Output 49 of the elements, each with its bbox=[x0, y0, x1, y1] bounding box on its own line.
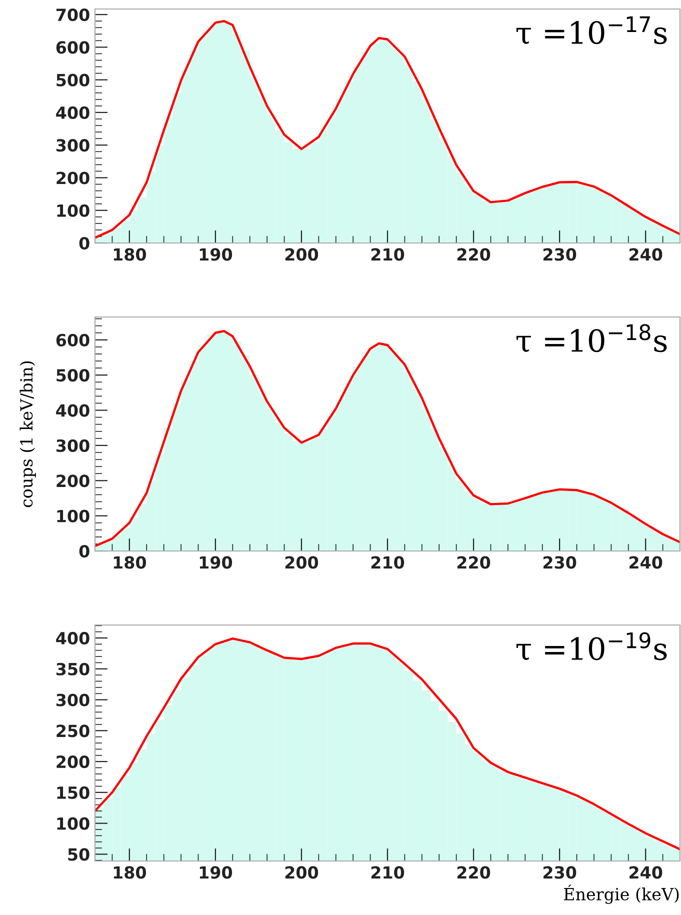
y-tick-label: 0 bbox=[79, 236, 90, 250]
x-tick-label: 230 bbox=[543, 866, 576, 879]
y-tick-label: 50 bbox=[68, 848, 90, 861]
y-tick-label: 600 bbox=[56, 41, 90, 54]
x-axis-title: Énergie (keV) bbox=[564, 884, 679, 904]
y-tick-label: 300 bbox=[56, 439, 90, 452]
y-tick-label: 350 bbox=[56, 662, 90, 676]
annotation: τ =10$^{−17}$s bbox=[516, 16, 667, 44]
y-tick-label: 400 bbox=[56, 106, 90, 120]
y-tick-label: 500 bbox=[56, 369, 90, 382]
x-tick-label: 210 bbox=[371, 248, 404, 261]
y-tick-label: 100 bbox=[57, 817, 90, 830]
y-tick-label: 700 bbox=[56, 8, 90, 22]
x-tick-label: 180 bbox=[114, 556, 146, 569]
y-tick-label: 500 bbox=[56, 74, 90, 86]
x-tick-label: 200 bbox=[285, 556, 318, 569]
y-tick-label: 150 bbox=[57, 786, 90, 799]
x-tick-label: 180 bbox=[114, 866, 146, 879]
x-tick-label: 240 bbox=[630, 248, 662, 261]
x-tick-label: 220 bbox=[457, 866, 490, 879]
x-tick-label: 190 bbox=[200, 866, 232, 879]
x-tick-label: 210 bbox=[371, 866, 404, 879]
y-tick-label: 400 bbox=[56, 404, 90, 417]
y-tick-label: 200 bbox=[56, 755, 90, 768]
x-tick-label: 220 bbox=[457, 248, 490, 261]
x-tick-label: 190 bbox=[200, 556, 232, 569]
annotation: τ =10$^{−18}$s bbox=[516, 324, 667, 352]
x-tick-label: 230 bbox=[543, 248, 576, 261]
y-tick-label: 300 bbox=[56, 139, 90, 152]
y-tick-label: 200 bbox=[56, 172, 90, 184]
y-tick-label: 200 bbox=[56, 474, 90, 488]
y-axis-title: coups (1 keV/bin) bbox=[20, 361, 36, 508]
annotation: τ =10$^{−19}$s bbox=[516, 632, 667, 660]
x-tick-label: 180 bbox=[114, 248, 146, 261]
x-tick-label: 190 bbox=[200, 248, 232, 261]
y-tick-label: 600 bbox=[56, 334, 90, 346]
y-tick-label: 0 bbox=[79, 544, 90, 558]
x-tick-label: 240 bbox=[630, 866, 662, 879]
x-tick-label: 230 bbox=[543, 556, 576, 569]
y-tick-label: 100 bbox=[57, 204, 90, 217]
x-tick-label: 210 bbox=[371, 556, 404, 569]
y-tick-label: 400 bbox=[56, 632, 90, 645]
y-tick-label: 300 bbox=[56, 694, 90, 706]
y-tick-label: 250 bbox=[56, 724, 90, 738]
x-tick-label: 240 bbox=[630, 556, 662, 569]
y-tick-label: 100 bbox=[57, 510, 90, 522]
x-tick-label: 200 bbox=[285, 866, 318, 879]
x-tick-label: 220 bbox=[457, 556, 490, 569]
x-tick-label: 200 bbox=[285, 248, 318, 261]
